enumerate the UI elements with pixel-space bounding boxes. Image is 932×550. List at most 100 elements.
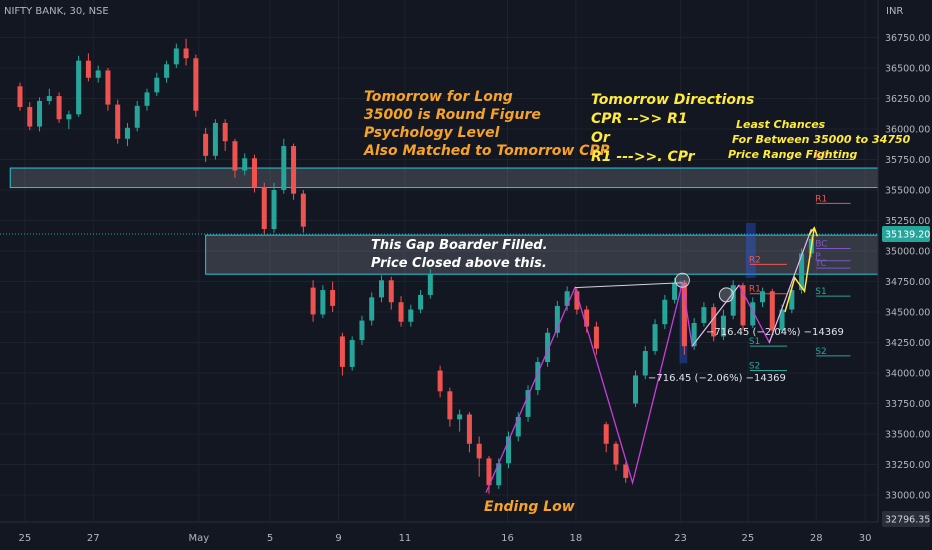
candle-body — [105, 70, 111, 105]
candle-body — [300, 193, 306, 227]
candle-body — [388, 280, 394, 303]
candle-body — [496, 463, 502, 486]
candle-body — [222, 122, 228, 142]
candle-body — [212, 122, 218, 156]
price-axis-panel — [878, 0, 932, 550]
current-price-badge — [882, 226, 930, 243]
time-tick-label: 30 — [859, 533, 872, 544]
candle-body — [27, 107, 33, 127]
price-tick-label: 34500.00 — [885, 308, 930, 319]
pivot-label: S1 — [749, 337, 760, 347]
low-price-label: 32796.35 — [885, 515, 930, 526]
price-tick-label: 34750.00 — [885, 277, 930, 288]
candle-body — [789, 290, 795, 310]
time-tick-label: 28 — [810, 533, 823, 544]
candle-body — [672, 282, 678, 300]
annotation-ending-low: Ending Low — [484, 499, 575, 515]
annotation-directions-line: Or — [591, 130, 610, 146]
low-price-badge — [882, 511, 930, 527]
time-tick-label: 23 — [674, 533, 687, 544]
candle-body — [691, 322, 697, 347]
candle-body — [525, 390, 531, 417]
pivot-label: S2 — [749, 362, 760, 372]
candle-body — [457, 414, 463, 420]
pivot-label: R1 — [815, 194, 827, 204]
annotation-chances: Least Chances For Between 35000 to 34750… — [728, 117, 910, 162]
measure-label-upper: −716.45 (−2.04%) −14369 — [706, 327, 844, 338]
candle-body — [349, 340, 355, 367]
pattern-highlight-circle — [674, 272, 690, 288]
time-tick-label: 25 — [741, 533, 754, 544]
candle-body — [369, 297, 375, 321]
candle-body — [242, 158, 248, 171]
annotation-directions-line: CPR -->> R1 — [591, 111, 688, 127]
time-tick-label: 9 — [335, 533, 341, 544]
candle-body — [486, 458, 492, 486]
candle-body — [408, 309, 414, 322]
zigzag-pattern-line — [485, 228, 812, 493]
time-tick-label: 11 — [399, 533, 412, 544]
candle-body — [720, 315, 726, 337]
candle-body — [134, 105, 140, 128]
candle-body — [203, 133, 209, 156]
annotation-long-line: Also Matched to Tomorrow CPR — [364, 143, 611, 159]
candle-body — [173, 48, 179, 65]
annotation-gap-line: This Gap Boarder Filled. — [371, 238, 548, 253]
candle-body — [447, 391, 453, 420]
candle-body — [476, 443, 482, 459]
pivot-label: R2 — [749, 255, 761, 265]
candle-body — [593, 326, 599, 349]
price-tick-label: 34250.00 — [885, 338, 930, 349]
price-tick-label: 35750.00 — [885, 155, 930, 166]
measure-label-lower: −716.45 (−2.06%) −14369 — [648, 373, 786, 384]
price-tick-label: 35000.00 — [885, 247, 930, 258]
pivot-label: TC — [814, 259, 826, 269]
candle-body — [437, 370, 443, 392]
annotation-chances-line: Least Chances — [736, 118, 826, 131]
time-axis-panel — [0, 522, 932, 550]
price-tick-label: 34000.00 — [885, 369, 930, 380]
candle-body — [633, 375, 639, 404]
candle-body — [799, 253, 805, 291]
candle-body — [623, 464, 629, 478]
price-tick-label: 33500.00 — [885, 430, 930, 441]
candle-body — [701, 307, 707, 323]
candle-body — [662, 299, 668, 325]
annotation-long-line: Tomorrow for Long — [364, 89, 513, 105]
pivot-label: P — [815, 252, 821, 262]
candle-body — [251, 158, 257, 188]
candle-body — [427, 274, 433, 295]
annotation-gap-line: Price Closed above this. — [371, 256, 547, 271]
current-price-label: 35139.20 — [885, 230, 930, 241]
candle-body — [535, 362, 541, 391]
symbol-title[interactable]: NIFTY BANK, 30, NSE — [4, 6, 109, 17]
measure-box — [745, 222, 756, 278]
candle-body — [339, 336, 345, 367]
candle-body — [144, 92, 150, 106]
candle-body — [271, 190, 277, 230]
support-resistance-zone — [9, 167, 879, 189]
trend-line — [691, 284, 740, 347]
candle-body — [603, 424, 609, 444]
time-tick-label: 5 — [267, 533, 273, 544]
pivot-label: R2 — [815, 151, 827, 161]
candle-body — [398, 302, 404, 322]
time-tick-label: May — [188, 533, 209, 544]
candle-body — [584, 309, 590, 327]
trend-line — [768, 228, 812, 343]
pivot-label: S2 — [815, 347, 826, 357]
candle-body — [769, 291, 775, 331]
candle-body — [291, 146, 297, 194]
annotation-chances-line: Price Range Fighting — [728, 148, 858, 161]
price-tick-label: 33750.00 — [885, 399, 930, 410]
candle-body — [378, 280, 384, 298]
candle-body — [711, 307, 717, 337]
candle-body — [779, 309, 785, 331]
candle-body — [740, 285, 746, 326]
candle-body — [750, 302, 756, 326]
candle-body — [85, 60, 91, 78]
price-tick-label: 35500.00 — [885, 186, 930, 197]
price-tick-label: 36750.00 — [885, 33, 930, 44]
candle-body — [154, 77, 160, 93]
